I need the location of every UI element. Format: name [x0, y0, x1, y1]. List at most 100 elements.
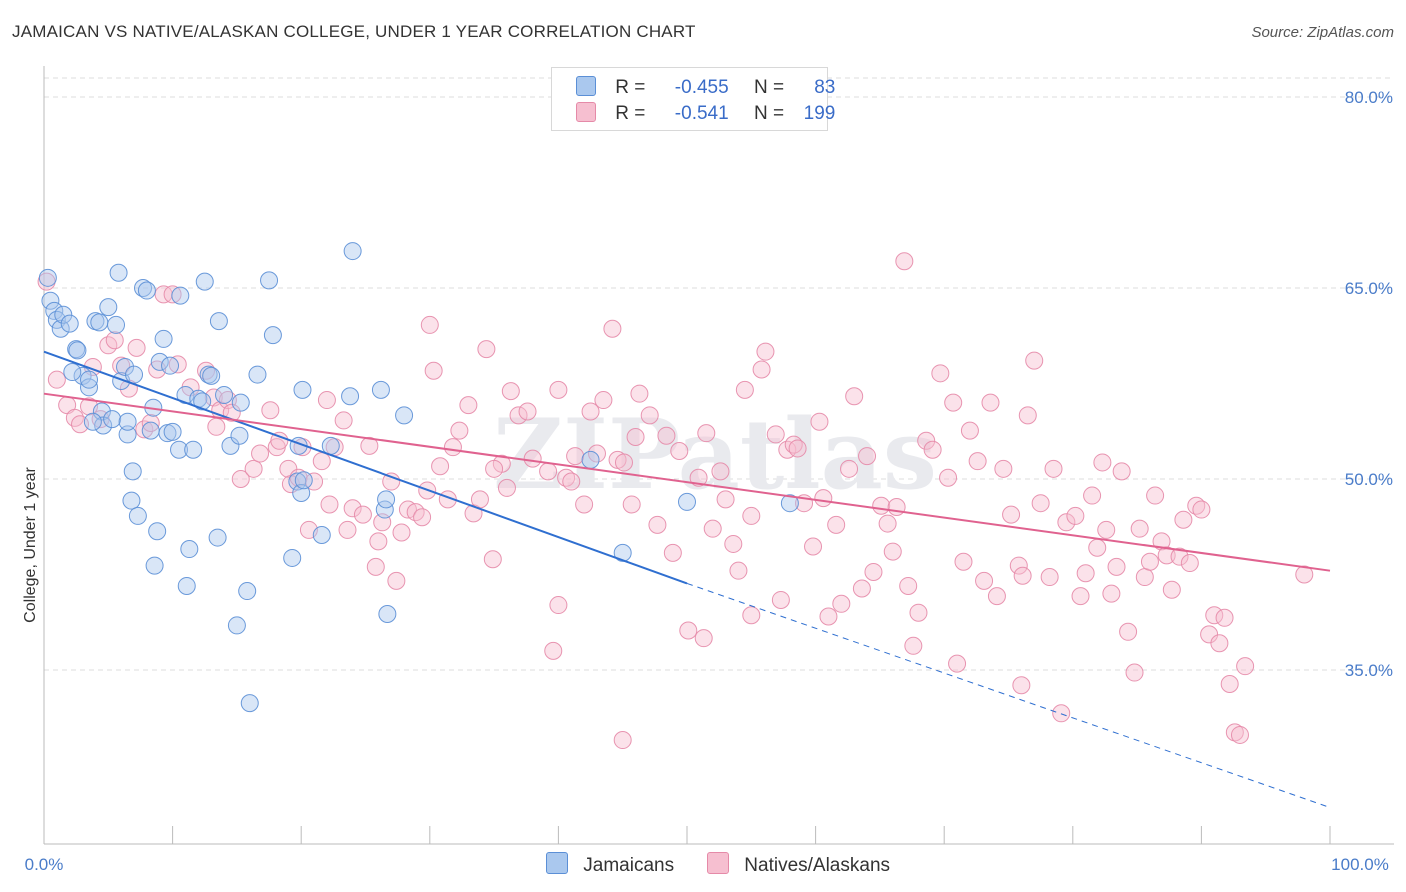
- natives-point: [1076, 564, 1095, 583]
- jamaicans-point: [377, 490, 396, 509]
- natives-point: [1018, 406, 1037, 425]
- natives-point: [1220, 675, 1239, 694]
- natives-point: [443, 438, 462, 457]
- jamaicans-point: [231, 393, 250, 412]
- natives-point: [1215, 608, 1234, 627]
- natives-point: [431, 457, 450, 476]
- natives-point: [1097, 520, 1116, 539]
- natives-point: [317, 391, 336, 410]
- jamaicans-point: [51, 319, 70, 338]
- jamaicans-point: [195, 272, 214, 291]
- series-natives-alaskans: [37, 252, 1314, 750]
- natives-point: [424, 361, 443, 380]
- natives-point: [1236, 657, 1255, 676]
- natives-point: [539, 462, 558, 481]
- jamaicans-point: [221, 436, 240, 455]
- jamaicans-point: [128, 506, 147, 525]
- natives-point: [878, 514, 897, 533]
- natives-point: [387, 571, 406, 590]
- jamaicans-point: [118, 412, 137, 431]
- jamaicans-point: [378, 604, 397, 623]
- natives-point: [689, 468, 708, 487]
- natives-point: [207, 417, 226, 436]
- jamaicans-point: [613, 543, 632, 562]
- jamaicans-point: [395, 406, 414, 425]
- jamaicans-point: [208, 528, 227, 547]
- natives-point: [1066, 506, 1085, 525]
- natives-point: [858, 447, 877, 466]
- jamaicans-point: [161, 356, 180, 375]
- natives-point: [1205, 606, 1224, 625]
- jamaicans-point: [312, 526, 331, 545]
- natives-point: [1180, 554, 1199, 573]
- jamaicans-point: [99, 298, 118, 317]
- natives-point: [575, 495, 594, 514]
- natives-point: [581, 402, 600, 421]
- jamaicans-point: [94, 416, 113, 435]
- jamaicans-point: [163, 422, 182, 441]
- jamaicans-point: [118, 425, 137, 444]
- y-tick-labels: 35.0% 50.0% 65.0% 80.0%: [1345, 88, 1393, 680]
- natives-point: [392, 523, 411, 542]
- jamaicans-point: [122, 491, 141, 510]
- jamaicans-point: [371, 380, 390, 399]
- natives-point: [657, 426, 676, 445]
- natives-point: [1112, 462, 1131, 481]
- natives-point: [1031, 494, 1050, 513]
- natives-point: [1025, 351, 1044, 370]
- jamaicans-point: [90, 313, 109, 332]
- jamaicans-point: [63, 363, 82, 382]
- x-tick-labels: 0.0% 100.0%: [25, 855, 1389, 874]
- natives-point: [923, 440, 942, 459]
- natives-point: [1013, 566, 1032, 585]
- natives-point: [312, 452, 331, 471]
- natives-point: [944, 393, 963, 412]
- natives-point: [518, 402, 537, 421]
- stats-legend: R = -0.455 N = 83 R = -0.541 N = 199: [551, 67, 835, 131]
- natives-point: [640, 406, 659, 425]
- legend-r-value: -0.541: [674, 103, 729, 124]
- source-label: Source: ZipAtlas.com: [1251, 24, 1394, 41]
- jamaicans-point: [193, 392, 212, 411]
- natives-point: [279, 459, 298, 478]
- natives-point: [270, 431, 289, 450]
- y-tick-label: 35.0%: [1345, 661, 1393, 680]
- natives-point: [1119, 622, 1138, 641]
- bottom-legend-label-natives: Natives/Alaskans: [744, 855, 891, 876]
- legend-n-value: 199: [803, 103, 836, 124]
- natives-point: [509, 406, 528, 425]
- jamaicans-point: [230, 426, 249, 445]
- legend-swatch-jamaicans: [576, 76, 596, 96]
- natives-point: [742, 506, 761, 525]
- natives-point: [852, 579, 871, 598]
- jamaicans-point: [67, 340, 86, 359]
- axes: [43, 66, 1394, 845]
- natives-point: [1174, 510, 1193, 529]
- jamaicans-point: [678, 492, 696, 511]
- x-tick-label: 100.0%: [1331, 855, 1389, 874]
- natives-point: [895, 252, 914, 271]
- natives-point: [360, 436, 379, 455]
- natives-point: [756, 342, 775, 361]
- natives-point: [163, 285, 182, 304]
- natives-point: [735, 380, 754, 399]
- natives-point: [1012, 676, 1031, 695]
- natives-point: [261, 401, 280, 420]
- jamaicans-point: [581, 450, 600, 469]
- natives-point: [477, 340, 496, 359]
- natives-point: [724, 534, 743, 553]
- jamaicans-point: [263, 326, 282, 345]
- jamaicans-point: [202, 366, 221, 385]
- legend-n-label: N =: [753, 103, 785, 124]
- jamaicans-point: [170, 440, 189, 459]
- jamaicans-point: [215, 385, 234, 404]
- natives-point: [1146, 486, 1165, 505]
- natives-point: [819, 607, 838, 626]
- natives-point: [566, 447, 585, 466]
- y-tick-label: 50.0%: [1345, 470, 1393, 489]
- natives-point: [948, 654, 967, 673]
- natives-point: [1192, 500, 1211, 519]
- natives-point: [626, 427, 645, 446]
- natives-point: [994, 459, 1013, 478]
- jamaicans-point: [177, 576, 196, 595]
